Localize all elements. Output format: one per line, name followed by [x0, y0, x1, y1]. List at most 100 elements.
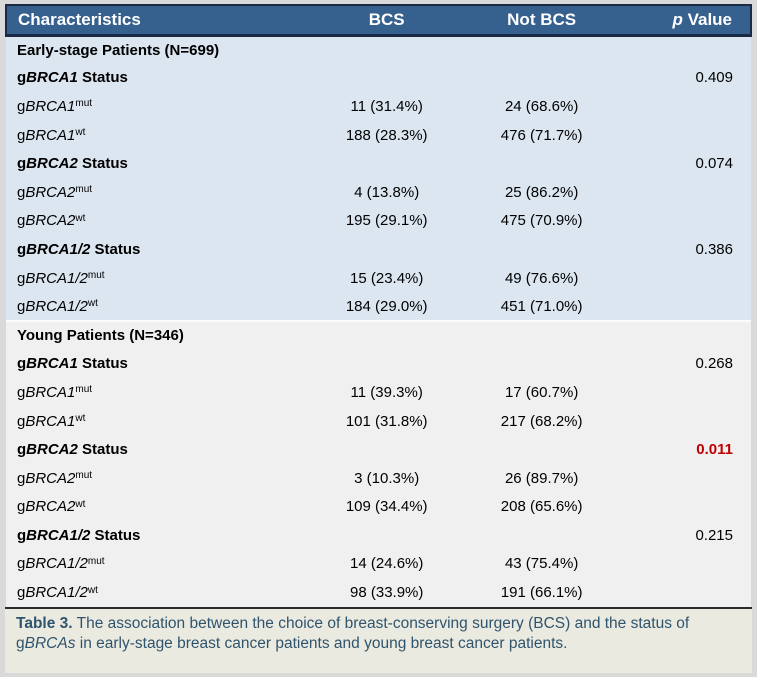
gene-name: BRCA2	[25, 183, 76, 201]
gene-name: BRCA2	[25, 212, 76, 230]
p-value: 0.215	[695, 526, 733, 544]
bcs-value: 101 (31.8%)	[345, 412, 428, 430]
table-row-data: gBRCA1/2wt 184 (29.0%) 451 (71.0%)	[6, 292, 751, 321]
not-bcs-value: 191 (66.1%)	[500, 584, 583, 602]
column-header-characteristics: Characteristics	[5, 4, 310, 37]
row-label: gBRCA1mut	[17, 383, 93, 401]
p-value: 0.409	[695, 69, 733, 87]
column-header-bcs: BCS	[309, 4, 464, 37]
table-row-data: gBRCA1mut 11 (31.4%) 24 (68.6%)	[6, 92, 751, 121]
row-label: gBRCA2wt	[17, 498, 86, 516]
table-row-data: gBRCA1/2mut 15 (23.4%) 49 (76.6%)	[6, 263, 751, 293]
association-table: Characteristics BCS Not BCS p Value Earl…	[5, 4, 753, 607]
gene-name: BRCA2	[26, 441, 78, 459]
table-row-status: gBRCA2 Status 0.011	[6, 435, 751, 464]
row-label: gBRCA2wt	[17, 212, 86, 230]
not-bcs-value: 217 (68.2%)	[500, 412, 583, 430]
not-bcs-value: 208 (65.6%)	[500, 498, 583, 516]
table-row-status: gBRCA1/2 Status 0.386	[6, 235, 751, 264]
p-value: 0.074	[695, 155, 733, 173]
genotype-superscript: mut	[75, 470, 93, 482]
not-bcs-value: 475 (70.9%)	[500, 212, 583, 230]
header-row: Characteristics BCS Not BCS p Value	[5, 4, 753, 37]
table-row-section: Early-stage Patients (N=699)	[6, 35, 751, 64]
bcs-value: 188 (28.3%)	[345, 126, 428, 144]
row-label: gBRCA1/2 Status	[17, 526, 141, 544]
row-label: gBRCA2 Status	[17, 155, 128, 173]
not-bcs-value: 476 (71.7%)	[500, 126, 583, 144]
table-row-status: gBRCA1/2 Status 0.215	[6, 521, 751, 550]
p-value: 0.386	[695, 240, 733, 258]
gene-name: BRCA1/2	[25, 269, 88, 287]
table-row-data: gBRCA1/2wt 98 (33.9%) 191 (66.1%)	[6, 578, 751, 607]
gene-name: BRCA1	[26, 69, 78, 87]
gene-name: BRCA1/2	[26, 526, 91, 544]
table-row-section: Young Patients (N=346)	[6, 319, 751, 350]
table-header: Characteristics BCS Not BCS p Value	[5, 4, 753, 37]
not-bcs-value: 25 (86.2%)	[504, 183, 579, 201]
bcs-value: 195 (29.1%)	[345, 212, 428, 230]
caption-table-number: Table 3.	[16, 614, 73, 632]
column-header-not-bcs: Not BCS	[463, 4, 620, 37]
p-symbol: p	[672, 9, 683, 29]
gene-name: BRCA1	[25, 383, 76, 401]
genotype-superscript: mut	[75, 98, 93, 110]
bcs-value: 109 (34.4%)	[345, 498, 428, 516]
gene-name: BRCA2	[25, 469, 76, 487]
genotype-superscript: wt	[75, 413, 86, 425]
genotype-superscript: mut	[75, 384, 93, 396]
gene-name: BRCA2	[26, 155, 78, 173]
genotype-superscript: mut	[75, 184, 93, 196]
genotype-superscript: wt	[87, 584, 98, 596]
row-label: gBRCA1/2wt	[17, 297, 98, 315]
caption-text: The association between the choice of br…	[16, 614, 690, 652]
row-label: gBRCA1/2mut	[17, 555, 105, 573]
table-row-status: gBRCA1 Status 0.409	[6, 63, 751, 93]
genotype-superscript: mut	[87, 270, 105, 282]
bcs-value: 15 (23.4%)	[350, 269, 424, 287]
gene-name: BRCA1	[25, 412, 76, 430]
caption-text: in early-stage breast cancer patients an…	[75, 634, 568, 652]
table-row-data: gBRCA1/2mut 14 (24.6%) 43 (75.4%)	[6, 549, 751, 579]
genotype-superscript: mut	[87, 555, 105, 567]
bcs-value: 11 (31.4%)	[350, 97, 423, 115]
row-label: gBRCA2 Status	[17, 441, 128, 459]
p-value: 0.268	[695, 355, 733, 373]
not-bcs-value: 26 (89.7%)	[504, 469, 579, 487]
genotype-superscript: wt	[75, 498, 86, 510]
bcs-value: 4 (13.8%)	[354, 183, 420, 201]
gene-name: BRCA2	[25, 498, 76, 516]
row-label: gBRCA1 Status	[17, 69, 128, 87]
column-header-p-value: p Value	[619, 4, 753, 37]
table-row-data: gBRCA1wt 188 (28.3%) 476 (71.7%)	[6, 120, 751, 150]
genotype-superscript: wt	[75, 212, 86, 224]
row-label: gBRCA1mut	[17, 97, 93, 115]
table-row-data: gBRCA2wt 109 (34.4%) 208 (65.6%)	[6, 492, 751, 522]
gene-name: BRCA1/2	[26, 240, 91, 258]
bcs-value: 184 (29.0%)	[345, 297, 428, 315]
not-bcs-value: 17 (60.7%)	[504, 383, 579, 401]
not-bcs-value: 24 (68.6%)	[504, 97, 579, 115]
table-row-data: gBRCA2wt 195 (29.1%) 475 (70.9%)	[6, 206, 751, 236]
early-stage-section: Early-stage Patients (N=699) gBRCA1 Stat…	[6, 35, 751, 321]
row-label: gBRCA2mut	[17, 183, 93, 201]
table-row-data: gBRCA2mut 4 (13.8%) 25 (86.2%)	[6, 177, 751, 207]
table-row-status: gBRCA2 Status 0.074	[6, 149, 751, 178]
row-label: gBRCA1/2 Status	[17, 240, 141, 258]
not-bcs-value: 49 (76.6%)	[504, 269, 579, 287]
row-label: gBRCA2mut	[17, 469, 93, 487]
row-label: gBRCA1 Status	[17, 355, 128, 373]
row-label: gBRCA1/2mut	[17, 269, 105, 287]
gene-name: BRCA1	[25, 126, 76, 144]
row-label: gBRCA1wt	[17, 126, 86, 144]
section-title: Early-stage Patients (N=699)	[17, 41, 220, 59]
gene-name: BRCA1/2	[25, 555, 88, 573]
table-row-data: gBRCA1mut 11 (39.3%) 17 (60.7%)	[6, 378, 751, 407]
table-caption: Table 3. The association between the cho…	[5, 606, 752, 673]
not-bcs-value: 43 (75.4%)	[504, 555, 579, 573]
gene-name: BRCA1	[26, 355, 78, 373]
table-row-status: gBRCA1 Status 0.268	[6, 349, 751, 379]
bcs-value: 98 (33.9%)	[350, 584, 424, 602]
gene-name: BRCA1/2	[25, 584, 88, 602]
